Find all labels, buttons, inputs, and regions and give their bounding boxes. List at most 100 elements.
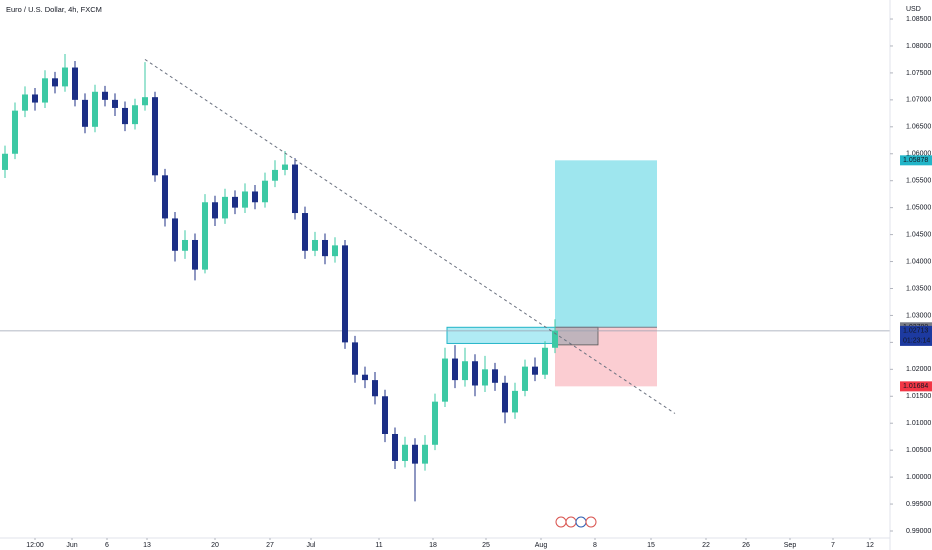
y-tick-label: 1.05500 bbox=[906, 178, 931, 185]
candle-body bbox=[502, 382, 508, 413]
y-tick-label: 1.03500 bbox=[906, 285, 931, 292]
price-label: 1.05878 bbox=[903, 157, 928, 164]
x-tick-label: 8 bbox=[593, 542, 597, 549]
candle-body bbox=[242, 191, 248, 208]
x-tick-label: 22 bbox=[702, 542, 710, 549]
x-tick-label: 26 bbox=[742, 542, 750, 549]
x-tick-label: Jul bbox=[307, 542, 316, 549]
x-tick-label: 11 bbox=[375, 542, 382, 549]
candle-body bbox=[82, 99, 88, 127]
y-tick-label: 1.00500 bbox=[906, 447, 931, 454]
event-icon bbox=[575, 516, 587, 528]
candle-body bbox=[182, 239, 188, 251]
price-label-bg bbox=[900, 381, 932, 392]
candle-body bbox=[322, 239, 328, 257]
candle-body bbox=[552, 330, 558, 348]
x-tick-label: 12 bbox=[866, 542, 874, 549]
y-tick-label: 1.00000 bbox=[906, 474, 931, 481]
candle-body bbox=[452, 358, 458, 381]
x-tick-label: 18 bbox=[429, 542, 437, 549]
open-pnl bbox=[554, 326, 599, 346]
y-tick-label: 1.07000 bbox=[906, 97, 931, 104]
candle-body bbox=[2, 153, 8, 170]
candle-body bbox=[22, 94, 28, 111]
candle-body bbox=[202, 202, 208, 270]
candle-body bbox=[312, 239, 318, 251]
price-label-bg bbox=[900, 325, 932, 346]
candle-body bbox=[482, 369, 488, 386]
candle-body bbox=[512, 390, 518, 413]
y-tick-label: 1.01000 bbox=[906, 420, 931, 427]
candle-body bbox=[212, 202, 218, 219]
x-tick-label: 20 bbox=[211, 542, 219, 549]
candle-body bbox=[522, 366, 528, 391]
y-tick-label: 1.06000 bbox=[906, 151, 931, 158]
candle-body bbox=[252, 191, 258, 203]
y-tick-label: 1.03000 bbox=[906, 312, 931, 319]
candle-body bbox=[542, 347, 548, 375]
y-tick-label: 1.05000 bbox=[906, 204, 931, 211]
y-tick-label: 1.02000 bbox=[906, 366, 931, 373]
candle-body bbox=[272, 169, 278, 181]
candle-body bbox=[142, 97, 148, 106]
currency-label: USD bbox=[906, 6, 921, 13]
price-label-bg bbox=[900, 155, 932, 166]
event-icon bbox=[565, 516, 577, 528]
x-tick-label: 7 bbox=[831, 542, 835, 549]
candle-body bbox=[332, 245, 338, 257]
candle-body bbox=[102, 91, 108, 100]
x-tick-label: 27 bbox=[266, 542, 274, 549]
candle-body bbox=[422, 444, 428, 464]
candle-body bbox=[292, 164, 298, 214]
x-tick-label: 15 bbox=[647, 542, 655, 549]
candle-body bbox=[52, 78, 58, 87]
candle-body bbox=[462, 361, 468, 381]
y-tick-label: 1.08000 bbox=[906, 43, 931, 50]
price-label: 1.01684 bbox=[903, 383, 928, 390]
candle-body bbox=[532, 366, 538, 375]
y-tick-label: 1.04500 bbox=[906, 231, 931, 238]
x-tick-label: 25 bbox=[482, 542, 490, 549]
candle-body bbox=[352, 342, 358, 375]
candle-body bbox=[162, 175, 168, 219]
countdown: 01:23:14 bbox=[903, 338, 930, 345]
candle-body bbox=[302, 213, 308, 251]
candle-body bbox=[62, 67, 68, 87]
candle-body bbox=[122, 107, 128, 125]
candle-body bbox=[472, 361, 478, 386]
candle-body bbox=[392, 433, 398, 461]
y-tick-label: 1.08500 bbox=[906, 16, 931, 23]
candle-body bbox=[412, 444, 418, 464]
candle-body bbox=[442, 358, 448, 402]
y-tick-label: 1.01500 bbox=[906, 393, 931, 400]
event-icons bbox=[555, 516, 597, 528]
x-tick-label: Sep bbox=[784, 542, 797, 549]
y-tick-label: 1.07500 bbox=[906, 70, 931, 77]
candle-body bbox=[432, 401, 438, 445]
candle-body bbox=[362, 374, 368, 381]
candle-body bbox=[172, 218, 178, 251]
x-tick-label: 13 bbox=[143, 542, 151, 549]
candle-body bbox=[152, 97, 158, 176]
profit-zone bbox=[555, 160, 657, 328]
y-tick-label: 1.04000 bbox=[906, 258, 931, 265]
candle-body bbox=[372, 380, 378, 397]
candle-body bbox=[42, 78, 48, 103]
zone bbox=[446, 326, 556, 344]
candle-body bbox=[72, 67, 78, 100]
y-tick-label: 1.06500 bbox=[906, 124, 931, 131]
candle-body bbox=[112, 99, 118, 108]
price-label: 1.02713 bbox=[903, 328, 928, 335]
plot-area bbox=[0, 54, 890, 502]
chart-title: Euro / U.S. Dollar, 4h, FXCM bbox=[6, 5, 102, 14]
candle-body bbox=[222, 196, 228, 219]
event-icon bbox=[555, 516, 567, 528]
candle-body bbox=[92, 91, 98, 127]
candle-body bbox=[402, 444, 408, 461]
candle-body bbox=[192, 239, 198, 270]
x-tick-label: Jun bbox=[66, 542, 77, 549]
candle-body bbox=[382, 396, 388, 434]
y-tick-label: 0.99500 bbox=[906, 501, 931, 508]
